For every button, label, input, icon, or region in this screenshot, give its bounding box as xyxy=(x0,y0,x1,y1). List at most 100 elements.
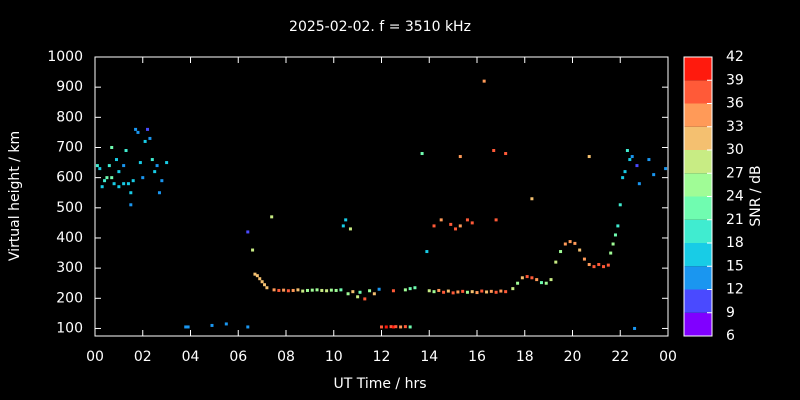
point xyxy=(559,250,563,254)
colorbar-tick-label: 18 xyxy=(726,235,744,251)
point xyxy=(494,290,498,294)
colorbar-segment xyxy=(684,312,712,336)
point xyxy=(246,325,250,329)
point xyxy=(95,164,99,168)
point xyxy=(246,230,250,234)
colorbar-segment xyxy=(684,219,712,243)
point xyxy=(339,288,343,292)
colorbar-segment xyxy=(684,103,712,127)
point xyxy=(633,326,637,330)
point xyxy=(141,176,145,180)
x-tick-label: 18 xyxy=(516,349,534,365)
point xyxy=(413,286,417,290)
point xyxy=(554,260,558,264)
point xyxy=(625,149,629,153)
point xyxy=(544,281,548,285)
point xyxy=(470,221,474,225)
colorbar-segment xyxy=(684,57,712,81)
point xyxy=(516,281,520,285)
point xyxy=(186,325,190,329)
point xyxy=(637,182,641,186)
y-tick-label: 700 xyxy=(56,139,83,155)
y-tick-label: 800 xyxy=(56,109,83,125)
point xyxy=(150,158,154,162)
x-tick-label: 02 xyxy=(134,349,152,365)
point xyxy=(482,79,486,83)
colorbar-tick-label: 39 xyxy=(726,72,744,88)
point xyxy=(301,289,305,293)
point xyxy=(539,281,543,285)
point xyxy=(461,289,465,293)
point xyxy=(439,218,443,222)
colorbar-tick-label: 24 xyxy=(726,189,744,205)
point xyxy=(282,288,286,292)
y-axis-label: Virtual height / km xyxy=(7,131,23,261)
point xyxy=(122,182,126,186)
point xyxy=(286,289,290,293)
point xyxy=(470,290,474,294)
point xyxy=(112,182,116,186)
point xyxy=(480,289,484,293)
x-tick-label: 06 xyxy=(229,349,247,365)
point xyxy=(563,242,567,246)
point xyxy=(449,222,453,226)
point xyxy=(511,287,515,291)
point xyxy=(623,170,627,174)
point xyxy=(432,224,436,228)
point xyxy=(131,179,135,183)
point xyxy=(456,290,460,294)
point xyxy=(489,289,493,293)
colorbar-tick-label: 42 xyxy=(726,49,744,65)
colorbar-label: SNR / dB xyxy=(748,165,764,226)
point xyxy=(504,152,508,156)
point xyxy=(263,283,267,287)
point xyxy=(499,289,503,293)
point xyxy=(344,218,348,222)
point xyxy=(315,288,319,292)
point xyxy=(611,242,615,246)
point xyxy=(530,276,534,280)
point xyxy=(408,287,412,291)
point xyxy=(98,167,102,171)
point xyxy=(129,203,133,207)
point xyxy=(664,167,668,171)
point xyxy=(351,290,355,294)
colorbar-segment xyxy=(684,80,712,104)
point xyxy=(568,240,572,244)
point xyxy=(305,288,309,292)
point xyxy=(296,288,300,292)
point xyxy=(146,127,150,131)
point xyxy=(475,291,479,295)
point xyxy=(432,290,436,294)
point xyxy=(380,325,383,329)
point xyxy=(652,173,656,177)
point xyxy=(647,158,651,162)
x-tick-label: 00 xyxy=(659,349,677,365)
point xyxy=(346,292,350,296)
x-tick-label: 00 xyxy=(86,349,104,365)
point xyxy=(606,263,610,267)
point xyxy=(425,250,429,254)
colorbar-tick-label: 36 xyxy=(726,96,744,112)
colorbar-tick-label: 12 xyxy=(726,282,744,298)
point xyxy=(356,295,360,299)
point xyxy=(165,161,169,165)
point xyxy=(105,176,109,180)
point xyxy=(272,288,276,292)
point xyxy=(258,277,262,281)
point xyxy=(573,241,577,245)
colorbar-tick-label: 30 xyxy=(726,142,744,158)
point xyxy=(427,289,431,293)
y-tick-label: 400 xyxy=(56,230,83,246)
point xyxy=(136,130,140,134)
y-tick-label: 500 xyxy=(56,200,83,216)
point xyxy=(253,272,257,276)
point xyxy=(465,218,469,222)
point xyxy=(134,127,138,131)
point xyxy=(458,155,462,159)
point xyxy=(153,170,157,174)
point xyxy=(138,161,142,165)
colorbar-segment xyxy=(684,289,712,313)
point xyxy=(110,145,114,149)
